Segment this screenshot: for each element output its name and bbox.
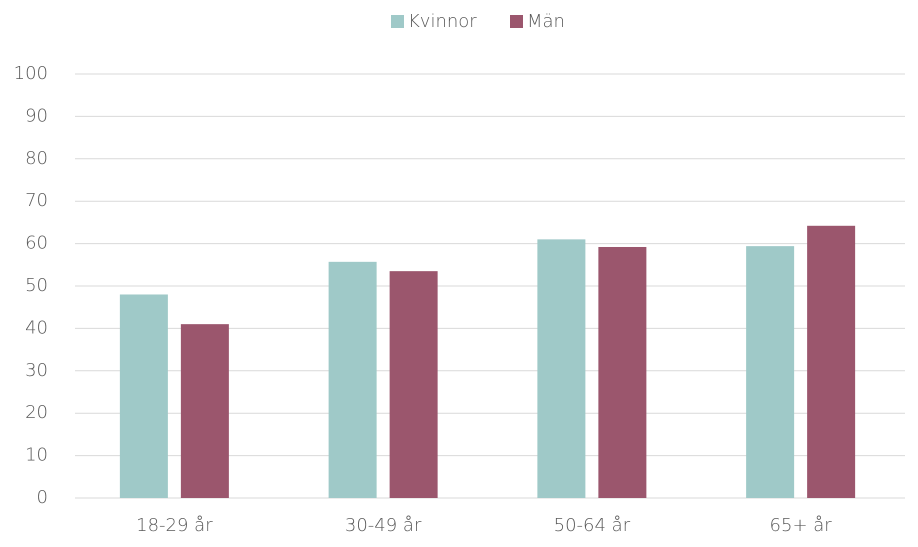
y-tick-label: 10	[25, 445, 48, 466]
bar	[180, 324, 229, 498]
y-tick-label: 30	[25, 360, 48, 381]
y-tick-label: 50	[25, 275, 48, 296]
y-tick-label: 70	[25, 190, 48, 211]
y-tick-label: 100	[14, 63, 48, 84]
y-tick-label: 60	[25, 233, 48, 254]
y-tick-label: 0	[37, 487, 48, 508]
y-tick-label: 40	[25, 317, 48, 338]
bar	[598, 246, 647, 498]
bar	[746, 246, 795, 498]
bar	[807, 225, 856, 499]
x-tick-label: 30-49 år	[345, 515, 422, 536]
x-tick-label: 65+ år	[770, 515, 833, 536]
bar	[537, 239, 586, 499]
bar	[328, 261, 377, 498]
legend-swatch	[510, 15, 523, 28]
legend-label: Kvinnor	[408, 11, 477, 32]
y-tick-label: 20	[25, 402, 48, 423]
y-tick-label: 80	[25, 148, 48, 169]
x-tick-label: 18-29 år	[136, 515, 213, 536]
bar	[389, 271, 438, 498]
x-tick-label: 50-64 år	[554, 515, 631, 536]
legend-label: Män	[527, 11, 565, 32]
bar	[119, 294, 168, 498]
y-tick-label: 90	[25, 105, 48, 126]
legend-swatch	[391, 15, 404, 28]
